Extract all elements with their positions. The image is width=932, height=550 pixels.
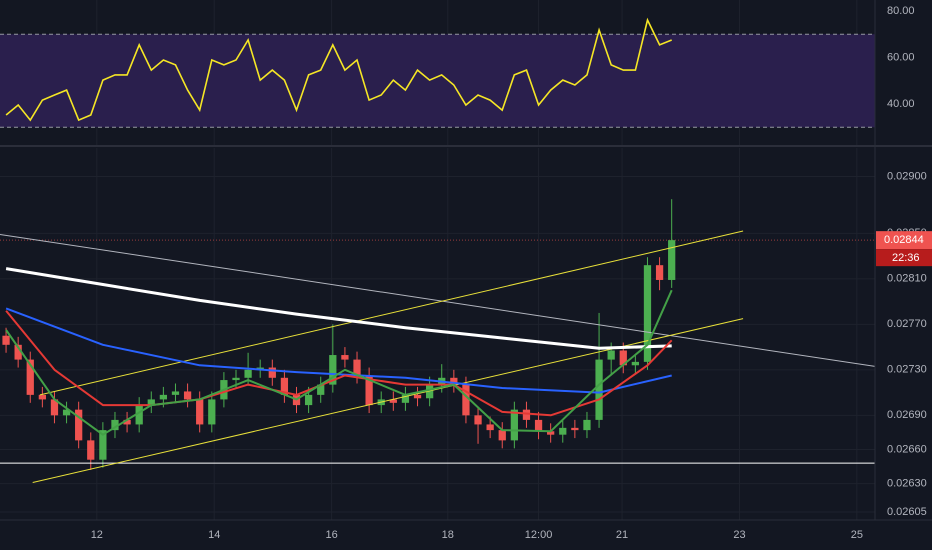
candle-body xyxy=(462,384,470,416)
candle-body xyxy=(208,399,216,425)
candle-body xyxy=(389,399,397,403)
candle-body xyxy=(14,344,22,360)
y-tick-label: 0.02605 xyxy=(887,506,927,518)
candle-body xyxy=(619,350,627,366)
candle-body xyxy=(559,427,567,435)
y-tick-label: 0.02810 xyxy=(887,273,927,285)
trend-line xyxy=(39,230,744,396)
candle-body xyxy=(304,394,313,406)
plot xyxy=(0,17,876,483)
candle-body xyxy=(135,405,143,425)
candle-body xyxy=(426,384,434,399)
y-tick-label: 60.00 xyxy=(887,51,915,63)
moving-average xyxy=(5,289,673,436)
x-tick-label: 25 xyxy=(851,529,863,541)
candle-body xyxy=(571,427,579,431)
y-tick-label: 0.02660 xyxy=(887,443,927,455)
candle-body xyxy=(50,399,59,416)
candle-body xyxy=(668,240,676,280)
candle-body xyxy=(147,399,155,406)
countdown-label: 22:36 xyxy=(892,252,920,264)
candle-body xyxy=(26,359,34,395)
y-tick-label: 0.02690 xyxy=(887,409,927,421)
candle-body xyxy=(171,391,180,395)
candle-body xyxy=(365,375,373,406)
candle-body xyxy=(268,367,276,378)
x-tick-label: 12 xyxy=(91,529,103,541)
rsi-band xyxy=(0,34,875,128)
candle-body xyxy=(329,355,337,385)
candle-body xyxy=(196,399,204,425)
x-tick-label: 12:00 xyxy=(525,529,553,541)
candle-body xyxy=(87,440,95,460)
candle-body xyxy=(341,355,349,360)
candle-body xyxy=(607,350,615,360)
candle-body xyxy=(353,359,361,376)
candle-body xyxy=(498,430,506,441)
candle-body xyxy=(547,431,555,435)
candle-body xyxy=(510,409,518,441)
moving-average xyxy=(5,307,672,394)
y-tick-label: 0.02770 xyxy=(887,318,927,330)
candle-body xyxy=(534,419,543,432)
countdown-tag xyxy=(876,249,932,267)
candle-body xyxy=(280,377,289,395)
candle-body xyxy=(2,335,10,345)
candle-body xyxy=(244,369,252,378)
y-tick-label: 40.00 xyxy=(887,98,915,110)
candle-body xyxy=(486,424,494,431)
candle-body xyxy=(583,419,591,431)
candle-body xyxy=(317,384,325,395)
candle-body xyxy=(232,377,240,381)
candle-body xyxy=(111,419,119,431)
last-price-tag xyxy=(876,231,932,250)
x-tick-label: 18 xyxy=(442,529,454,541)
candle-body xyxy=(99,430,107,460)
candle-body xyxy=(413,394,422,399)
candle-body xyxy=(62,409,71,416)
moving-average xyxy=(5,310,673,417)
y-tick-label: 0.02730 xyxy=(887,364,927,376)
candle-body xyxy=(123,419,131,425)
candle-body xyxy=(522,409,531,420)
candle-body xyxy=(38,394,46,400)
last-price-label: 0.02844 xyxy=(884,234,924,246)
x-tick-label: 23 xyxy=(733,529,745,541)
candle-body xyxy=(474,415,482,425)
y-tick-label: 0.02630 xyxy=(887,478,927,490)
axes: 12 14 16 18 12:00 21 23 25 40.00 60.00 80.00 0.0260… xyxy=(91,5,932,541)
y-tick-label: 0.02900 xyxy=(887,170,927,182)
candle-body xyxy=(183,391,192,400)
candle-body xyxy=(631,361,640,366)
rsi-line xyxy=(5,17,673,122)
candle-body xyxy=(450,377,458,385)
grid xyxy=(0,0,875,520)
candle-body xyxy=(655,265,664,280)
candle-body xyxy=(595,359,603,420)
moving-average xyxy=(5,267,672,350)
candle-body xyxy=(401,394,410,403)
x-tick-label: 16 xyxy=(325,529,337,541)
x-tick-label: 21 xyxy=(616,529,628,541)
y-tick-label: 80.00 xyxy=(887,5,915,17)
candle-body xyxy=(643,265,652,362)
candle-body xyxy=(75,409,83,441)
trend-line xyxy=(0,233,876,367)
x-tick-label: 14 xyxy=(208,529,220,541)
candle-body xyxy=(159,394,168,400)
